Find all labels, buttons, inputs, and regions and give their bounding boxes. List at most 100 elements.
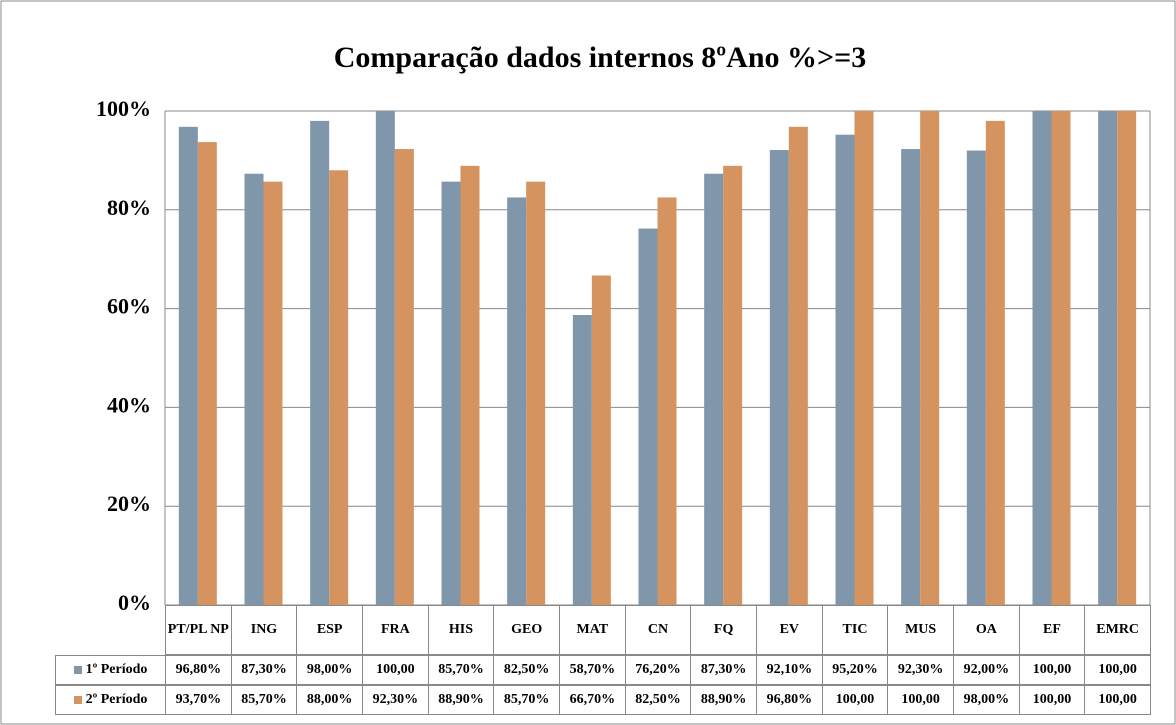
x-tick-label-text: CN: [647, 622, 669, 637]
bar: [244, 173, 264, 605]
table-value: 88,00%: [296, 685, 363, 715]
table-value: 85,70%: [427, 655, 495, 685]
table-value: 100,00: [821, 685, 889, 715]
bar: [920, 111, 940, 605]
bar: [507, 197, 527, 605]
bar: [526, 181, 546, 605]
y-tick-label: 0%: [118, 590, 151, 615]
table-value-text: 82,50%: [635, 692, 681, 707]
x-tick-label-text: MAT: [576, 622, 609, 637]
table-value: 98,00%: [953, 685, 1020, 715]
bar: [638, 228, 658, 605]
x-tick-label: ING: [230, 605, 298, 655]
x-tick-label-text: EV: [779, 622, 800, 637]
bar: [769, 150, 789, 605]
x-tick-label: EMRC: [1084, 605, 1151, 655]
bar: [1098, 111, 1118, 605]
bar: [310, 120, 330, 605]
bar: [657, 197, 677, 605]
bar: [723, 165, 743, 606]
table-value-text: 87,30%: [241, 662, 287, 677]
x-tick-label-text: PT/PL NP: [167, 622, 229, 637]
table-value: 92,30%: [362, 685, 429, 715]
x-tick-label: EF: [1018, 605, 1086, 655]
table-value: 92,30%: [887, 655, 954, 685]
legend-entry: 1º Período: [55, 655, 166, 685]
legend-entry: 2º Período: [55, 685, 166, 715]
table-value: 100,00: [887, 685, 954, 715]
bar: [788, 126, 808, 606]
x-tick-label: TIC: [821, 605, 889, 655]
x-tick-label: MUS: [887, 605, 954, 655]
bar: [835, 134, 855, 605]
x-tick-label: OA: [953, 605, 1020, 655]
bar: [854, 111, 874, 605]
table-value: 93,70%: [165, 685, 232, 715]
table-value: 58,70%: [559, 655, 626, 685]
x-tick-label-text: TIC: [842, 622, 868, 637]
table-value-text: 88,90%: [438, 692, 484, 707]
x-tick-label: PT/PL NP: [165, 605, 232, 655]
legend-label: 2º Período: [85, 692, 148, 707]
table-value-text: 87,30%: [700, 662, 747, 677]
table-value: 76,20%: [624, 655, 692, 685]
x-tick-label: GEO: [493, 605, 560, 655]
table-value: 100,00: [1084, 685, 1151, 715]
x-tick-label-text: HIS: [448, 622, 474, 637]
bar: [591, 275, 611, 605]
table-value-text: 85,70%: [438, 662, 484, 677]
table-value: 95,20%: [821, 655, 889, 685]
table-value-text: 76,20%: [635, 662, 681, 677]
table-value: 98,00%: [296, 655, 363, 685]
table-value: 96,80%: [756, 685, 823, 715]
table-value: 87,30%: [230, 655, 298, 685]
x-tick-label-text: ING: [250, 622, 278, 637]
bar: [263, 181, 283, 605]
bar: [901, 149, 921, 605]
x-tick-label: EV: [756, 605, 823, 655]
table-value-text: 100,00: [376, 662, 415, 677]
x-tick-label-text: ESP: [316, 622, 343, 637]
bar: [375, 111, 395, 605]
x-tick-label: FRA: [362, 605, 429, 655]
x-tick-label-text: OA: [975, 622, 997, 637]
x-tick-label: FQ: [690, 605, 757, 655]
bar: [985, 120, 1005, 605]
bar: [704, 173, 724, 605]
y-tick-label: 40%: [107, 392, 151, 417]
x-tick-label-text: FRA: [380, 622, 410, 637]
table-value-text: 100,00: [1032, 692, 1072, 707]
table-value-text: 93,70%: [175, 692, 222, 707]
y-tick-label: 80%: [107, 195, 151, 220]
table-value: 88,90%: [690, 685, 757, 715]
y-tick-label: 20%: [107, 491, 151, 516]
chart-title: Comparação dados internos 8ºAno %>=3: [334, 41, 866, 74]
table-value-text: 96,80%: [175, 662, 222, 677]
legend-key: [73, 666, 82, 674]
bar: [1032, 111, 1052, 605]
table-value-text: 92,10%: [766, 662, 813, 677]
bar: [441, 181, 461, 605]
table-value-text: 92,30%: [372, 692, 419, 707]
bar: [572, 315, 592, 605]
y-tick-label: 100%: [96, 96, 151, 121]
table-value: 92,10%: [756, 655, 823, 685]
bar: [1117, 111, 1137, 605]
x-tick-label-text: FQ: [713, 622, 734, 637]
bar: [460, 165, 480, 606]
x-tick-label-text: EF: [1043, 622, 1061, 637]
x-tick-label-text: EMRC: [1096, 622, 1140, 637]
table-value: 85,70%: [493, 685, 560, 715]
bar: [178, 126, 198, 606]
table-value-text: 100,00: [1098, 662, 1137, 677]
table-value-text: 100,00: [1032, 662, 1072, 677]
legend-key: [73, 696, 82, 704]
x-tick-label: HIS: [427, 605, 495, 655]
table-value: 100,00: [1018, 655, 1086, 685]
table-value: 82,50%: [624, 685, 692, 715]
table-value-text: 82,50%: [503, 662, 550, 677]
table-value-text: 98,00%: [306, 662, 353, 677]
y-tick-label: 60%: [107, 294, 151, 319]
